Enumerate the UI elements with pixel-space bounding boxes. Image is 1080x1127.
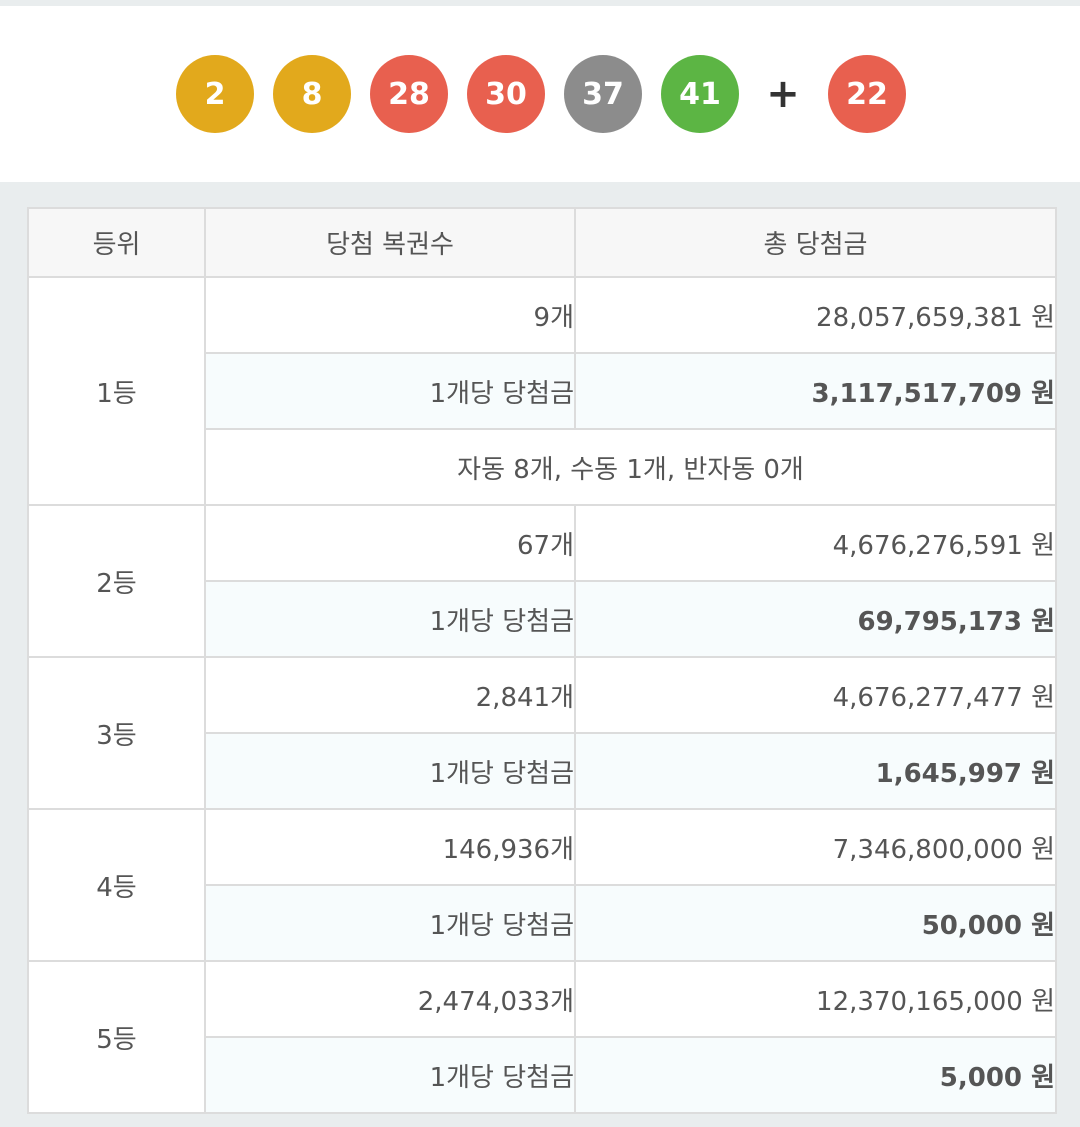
rank-label: 4등	[27, 808, 206, 962]
per-winner-label: 1개당 당첨금	[204, 1036, 576, 1114]
ball-5: 37	[564, 55, 642, 133]
per-winner-prize: 5,000 원	[574, 1036, 1057, 1114]
total-prize: 4,676,276,591 원	[574, 504, 1057, 582]
table-row: 1개당 당첨금 3,117,517,709 원	[28, 352, 1057, 430]
per-winner-prize: 1,645,997 원	[574, 732, 1057, 810]
rank-label: 2등	[27, 504, 206, 658]
winner-count: 2,474,033개	[204, 960, 576, 1038]
ball-6: 41	[661, 55, 739, 133]
per-winner-label: 1개당 당첨금	[204, 732, 576, 810]
plus-sign: +	[766, 71, 800, 117]
per-winner-prize: 3,117,517,709 원	[574, 352, 1057, 430]
header-total: 총 당첨금	[574, 207, 1057, 278]
winning-numbers-panel: 2 8 28 30 37 41 + 22	[0, 6, 1080, 182]
ball-1: 2	[176, 55, 254, 133]
per-winner-label: 1개당 당첨금	[204, 352, 576, 430]
purchase-type-note: 자동 8개, 수동 1개, 반자동 0개	[204, 428, 1057, 506]
table-row: 1개당 당첨금 69,795,173 원	[28, 580, 1057, 658]
ball-2: 8	[273, 55, 351, 133]
table-row: 1등 9개 28,057,659,381 원	[27, 276, 1057, 506]
table-row: 자동 8개, 수동 1개, 반자동 0개	[28, 428, 1057, 506]
winner-count: 9개	[204, 276, 576, 354]
winner-count: 146,936개	[204, 808, 576, 886]
total-prize: 4,676,277,477 원	[574, 656, 1057, 734]
total-prize: 28,057,659,381 원	[574, 276, 1057, 354]
rank-label: 3등	[27, 656, 206, 810]
prize-table: 등위 당첨 복권수 총 당첨금 1등 9개 28,057,659,381 원 1…	[27, 207, 1057, 1114]
bonus-ball: 22	[828, 55, 906, 133]
total-prize: 12,370,165,000 원	[574, 960, 1057, 1038]
per-winner-label: 1개당 당첨금	[204, 884, 576, 962]
ball-3: 28	[370, 55, 448, 133]
table-row: 3등 2,841개 4,676,277,477 원	[27, 656, 1057, 810]
table-row: 5등 2,474,033개 12,370,165,000 원	[27, 960, 1057, 1114]
per-winner-prize: 50,000 원	[574, 884, 1057, 962]
ball-4: 30	[467, 55, 545, 133]
table-row: 1개당 당첨금 5,000 원	[28, 1036, 1057, 1114]
total-prize: 7,346,800,000 원	[574, 808, 1057, 886]
table-header-row: 등위 당첨 복권수 총 당첨금	[27, 207, 1057, 278]
winner-count: 2,841개	[204, 656, 576, 734]
table-row: 4등 146,936개 7,346,800,000 원	[27, 808, 1057, 962]
header-rank: 등위	[27, 207, 206, 278]
table-row: 1개당 당첨금 1,645,997 원	[28, 732, 1057, 810]
winner-count: 67개	[204, 504, 576, 582]
rank-label: 1등	[27, 276, 206, 506]
rank-label: 5등	[27, 960, 206, 1114]
per-winner-prize: 69,795,173 원	[574, 580, 1057, 658]
top-strip	[0, 0, 1080, 6]
table-row: 2등 67개 4,676,276,591 원	[27, 504, 1057, 658]
header-count: 당첨 복권수	[204, 207, 576, 278]
per-winner-label: 1개당 당첨금	[204, 580, 576, 658]
table-row: 1개당 당첨금 50,000 원	[28, 884, 1057, 962]
